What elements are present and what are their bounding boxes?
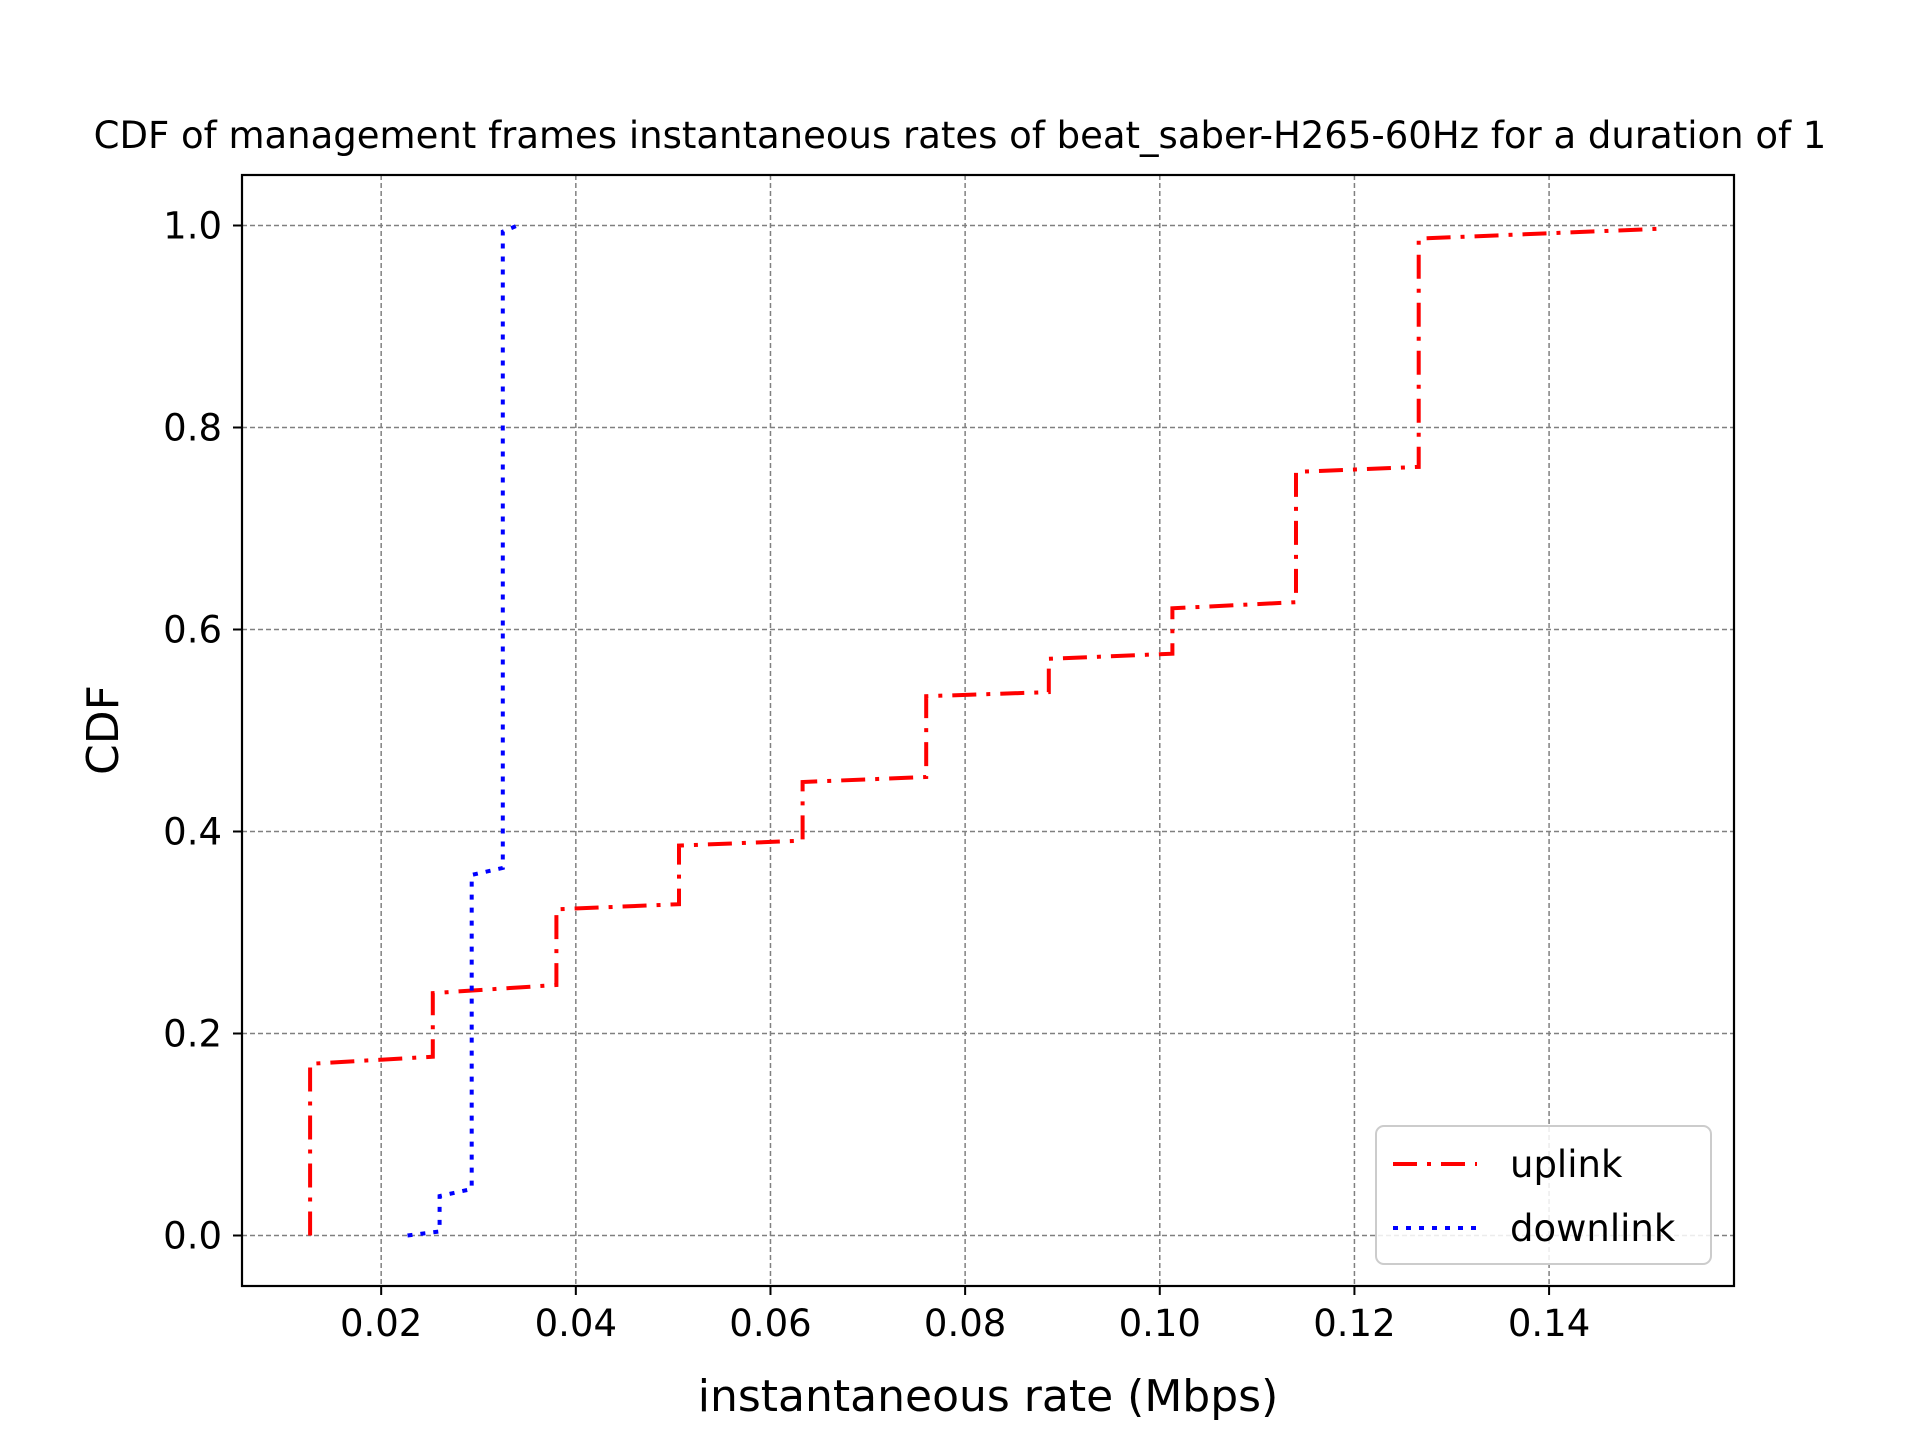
x-axis-title: instantaneous rate (Mbps) bbox=[698, 1371, 1278, 1422]
series-layer bbox=[308, 223, 1666, 1238]
y-tick-label: 0.4 bbox=[163, 811, 222, 854]
plot-area-frame bbox=[240, 173, 1736, 1288]
x-tick-label: 0.08 bbox=[924, 1302, 1006, 1345]
chart-title: CDF of management frames instantaneous r… bbox=[94, 114, 1827, 157]
y-tick-label: 0.2 bbox=[163, 1013, 222, 1056]
axis-ticks: 0.02 0.04 0.06 0.08 0.10 0.12 0.14 0.0 0.2 0.4 0.6… bbox=[163, 205, 1590, 1346]
y-tick-label: 0.8 bbox=[163, 407, 222, 450]
x-tick-label: 0.12 bbox=[1313, 1302, 1395, 1345]
x-tick-label: 0.04 bbox=[535, 1302, 617, 1345]
legend-label-downlink: downlink bbox=[1510, 1207, 1676, 1250]
y-axis-title: CDF bbox=[78, 685, 129, 775]
y-tick-label: 0.6 bbox=[163, 609, 222, 652]
grid-lines bbox=[242, 175, 1734, 1286]
series-line-downlink bbox=[407, 223, 519, 1238]
legend: uplink downlink bbox=[1375, 1125, 1712, 1265]
x-tick-label: 0.06 bbox=[729, 1302, 811, 1345]
x-tick-label: 0.02 bbox=[340, 1302, 422, 1345]
y-tick-label: 1.0 bbox=[163, 205, 222, 248]
x-tick-label: 0.14 bbox=[1508, 1302, 1590, 1345]
series-line-uplink bbox=[308, 226, 1666, 1236]
x-tick-label: 0.10 bbox=[1119, 1302, 1201, 1345]
legend-label-uplink: uplink bbox=[1510, 1143, 1623, 1186]
y-tick-label: 0.0 bbox=[163, 1215, 222, 1258]
